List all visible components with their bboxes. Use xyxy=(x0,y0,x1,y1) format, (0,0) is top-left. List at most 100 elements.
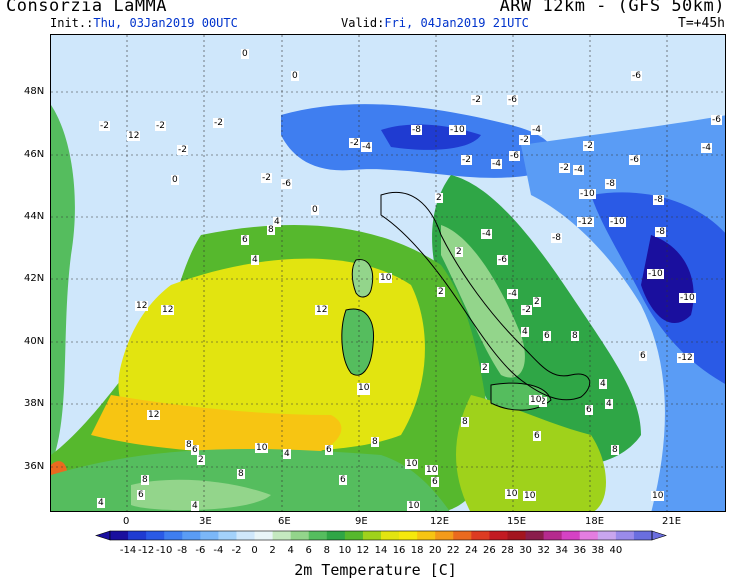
temperature-label: 8 xyxy=(571,331,579,341)
temperature-label: 10 xyxy=(379,273,393,283)
colorbar-swatch xyxy=(200,531,219,540)
lon-label-15e: 15E xyxy=(507,516,527,527)
temperature-label: 8 xyxy=(237,469,245,479)
temperature-label: 2 xyxy=(533,297,541,307)
colorbar-swatch xyxy=(507,531,527,540)
colorbar-value: 20 xyxy=(428,545,442,556)
temperature-label: 12 xyxy=(161,305,175,315)
colorbar-swatch xyxy=(417,531,436,540)
temperature-label: -6 xyxy=(711,115,722,125)
temperature-label: 12 xyxy=(127,131,141,141)
colorbar-swatch xyxy=(218,531,237,540)
lead-time: T=+45h xyxy=(678,16,725,31)
north-africa-interior xyxy=(131,479,271,511)
temperature-label: -8 xyxy=(653,195,664,205)
temperature-label: 10 xyxy=(357,383,371,393)
valid-time: Valid:Fri, 04Jan2019 21UTC xyxy=(341,16,529,30)
colorbar-value: 26 xyxy=(483,545,496,556)
temperature-label: -10 xyxy=(609,217,626,227)
temperature-label: -4 xyxy=(701,143,712,153)
colorbar-value: -2 xyxy=(231,545,242,556)
colorbar-value: 10 xyxy=(338,545,352,556)
colorbar-value: 28 xyxy=(501,545,514,556)
temperature-label: 2 xyxy=(481,363,489,373)
temperature-label: 6 xyxy=(533,431,541,441)
temperature-label: -10 xyxy=(647,269,664,279)
colorbar-swatch xyxy=(146,531,165,540)
colorbar-value: -4 xyxy=(213,545,224,556)
temperature-label: -2 xyxy=(99,121,110,131)
temperature-label: -2 xyxy=(583,141,594,151)
colorbar-swatch xyxy=(254,531,274,540)
temperature-label: -6 xyxy=(281,179,292,189)
temperature-label: -2 xyxy=(349,138,360,148)
italy-coastline xyxy=(380,191,591,401)
lon-label-21e: 21E xyxy=(662,516,682,527)
temperature-label: -4 xyxy=(531,125,542,135)
temperature-label: -8 xyxy=(655,227,666,237)
lon-label-3e: 3E xyxy=(199,516,212,527)
colorbar-value: -10 xyxy=(156,545,173,556)
init-value: Thu, 03Jan2019 00UTC xyxy=(93,16,238,30)
colorbar-arrow-left xyxy=(95,530,111,541)
temperature-label: 4 xyxy=(97,498,105,508)
colorbar-swatch xyxy=(543,531,563,540)
temperature-label: -2 xyxy=(471,95,482,105)
temperature-label: -2 xyxy=(519,135,530,145)
map-canvas xyxy=(51,35,725,511)
temperature-label: -8 xyxy=(411,125,422,135)
temperature-label: -8 xyxy=(551,233,562,243)
colorbar-swatch xyxy=(399,531,418,540)
temperature-label: 2 xyxy=(455,247,463,257)
temperature-label: 4 xyxy=(599,379,607,389)
lat-label-44n: 44N xyxy=(24,211,45,222)
lat-label-42n: 42N xyxy=(24,273,45,284)
model-title: ARW 12km - (GFS 50km) xyxy=(499,0,725,16)
colorbar-value: 2 xyxy=(269,545,276,556)
colorbar-swatch xyxy=(579,531,599,540)
temperature-label: 8 xyxy=(141,475,149,485)
colorbar-value: 34 xyxy=(555,545,569,556)
temperature-label: 6 xyxy=(241,235,249,245)
colorbar-swatch xyxy=(290,531,310,540)
colorbar-value: 4 xyxy=(287,545,294,556)
init-time: Init.:Thu, 03Jan2019 00UTC xyxy=(50,16,238,30)
colorbar-value: 36 xyxy=(573,545,587,556)
lat-label-36n: 36N xyxy=(24,461,45,472)
temperature-label: -10 xyxy=(679,293,696,303)
lat-label-46n: 46N xyxy=(24,149,45,160)
colorbar-value: -8 xyxy=(177,545,188,556)
lat-label-40n: 40N xyxy=(24,336,45,347)
valid-value: Fri, 04Jan2019 21UTC xyxy=(384,16,529,30)
colorbar-border xyxy=(109,530,653,541)
temperature-map: 0 0 -2 -2 -2 -2 -4 -2 -6 -4 -8 -10 -6 -4 -2 -6 -6 -4 -2 -2-… xyxy=(50,34,726,512)
temperature-label: -6 xyxy=(507,95,518,105)
temperature-label: 6 xyxy=(585,405,593,415)
ionian-sea xyxy=(456,395,606,511)
temperature-label: -12 xyxy=(577,217,594,227)
temperature-label: 6 xyxy=(325,445,333,455)
western-med-yellow xyxy=(118,258,425,452)
temperature-label: 6 xyxy=(339,475,347,485)
temperature-label: -8 xyxy=(605,179,616,189)
temperature-label: -4 xyxy=(507,289,518,299)
temperature-label: 10 xyxy=(405,459,419,469)
colorbar-swatch xyxy=(453,531,472,540)
colorbar-swatch xyxy=(326,531,346,540)
temperature-label: 4 xyxy=(251,255,259,265)
temperature-label: 10 xyxy=(505,489,519,499)
init-label: Init.: xyxy=(50,16,94,30)
colorbar-swatch xyxy=(615,531,635,540)
temperature-label: 6 xyxy=(191,445,199,455)
colorbar-swatch xyxy=(633,531,653,540)
lon-label-9e: 9E xyxy=(355,516,368,527)
colorbar-value: -14 xyxy=(119,545,137,556)
colorbar-value: 32 xyxy=(537,545,550,556)
temperature-label: 6 xyxy=(137,490,145,500)
temperature-label: 2 xyxy=(437,287,445,297)
temperature-label: 2 xyxy=(539,397,547,407)
temperature-label: -6 xyxy=(631,71,642,81)
temperature-label: 0 xyxy=(241,49,249,59)
colorbar-value: -12 xyxy=(137,545,155,556)
colorbar-swatch xyxy=(182,531,201,540)
